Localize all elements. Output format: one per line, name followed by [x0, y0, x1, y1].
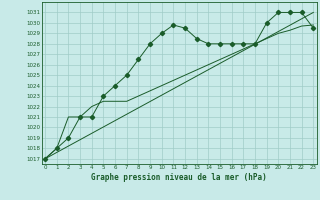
X-axis label: Graphe pression niveau de la mer (hPa): Graphe pression niveau de la mer (hPa): [91, 173, 267, 182]
